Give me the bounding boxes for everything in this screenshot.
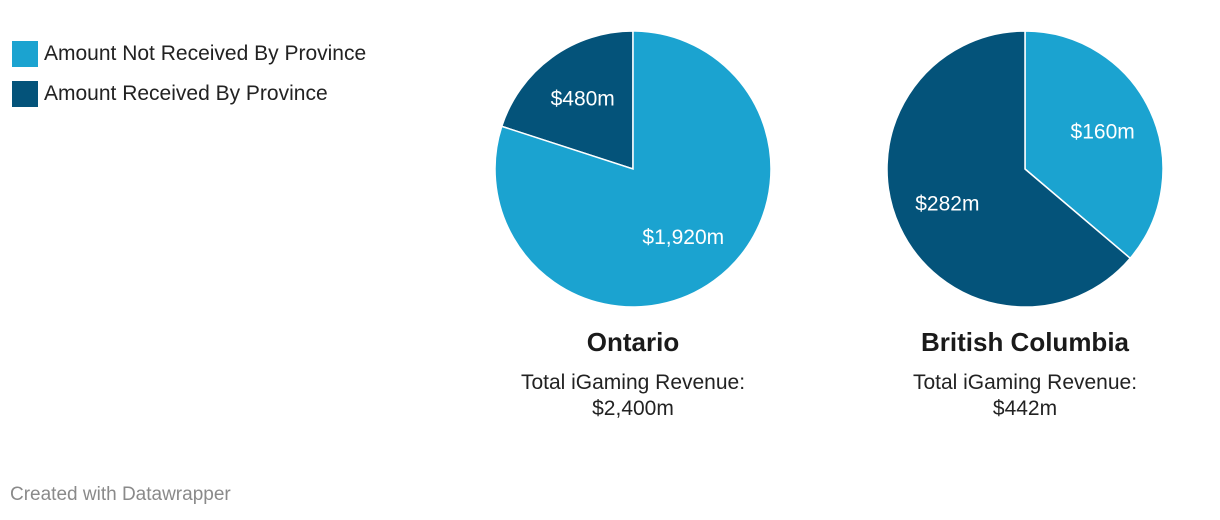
datawrapper-credit[interactable]: Created with Datawrapper xyxy=(10,484,231,505)
legend-label-received: Amount Received By Province xyxy=(44,82,328,105)
pie-svg-ontario: $480m $1,920m xyxy=(494,30,772,308)
legend-swatch-not-received xyxy=(12,41,38,67)
pie-subtitle-ontario: Total iGaming Revenue: $2,400m xyxy=(463,370,803,422)
legend-item-not-received[interactable]: Amount Not Received By Province xyxy=(12,40,366,68)
pie-subtitle-british-columbia: Total iGaming Revenue: $442m xyxy=(855,370,1195,422)
legend-item-received[interactable]: Amount Received By Province xyxy=(12,80,366,108)
pie-slice-label-ontario-1: $1,920m xyxy=(642,226,724,249)
pie-slice-british-columbia-1[interactable] xyxy=(886,30,1132,308)
legend-label-not-received: Amount Not Received By Province xyxy=(44,42,367,65)
pie-slice-label-ontario-0: $480m xyxy=(551,87,615,110)
pie-slice-ontario-0[interactable] xyxy=(500,30,634,171)
pie-subtitle-line2-ontario: $2,400m xyxy=(592,397,674,420)
pie-title-british-columbia: British Columbia xyxy=(920,327,1129,357)
pie-title-ontario: Ontario xyxy=(586,327,680,357)
pie-subtitle-line1-british-columbia: Total iGaming Revenue: xyxy=(912,371,1138,394)
pie-slice-ontario-1[interactable] xyxy=(494,30,772,308)
pie-svg-british-columbia: $160m $282m xyxy=(886,30,1164,308)
legend-swatch-received xyxy=(12,81,38,107)
pie-slice-british-columbia-0[interactable] xyxy=(1024,30,1164,260)
pie-slice-label-british-columbia-1: $282m xyxy=(915,192,979,215)
pie-subtitle-line2-british-columbia: $442m xyxy=(992,397,1058,420)
pie-slice-label-british-columbia-0: $160m xyxy=(1071,121,1135,144)
pie-subtitle-line1-ontario: Total iGaming Revenue: xyxy=(520,371,746,394)
legend: Amount Not Received By Province Amount R… xyxy=(12,40,366,120)
